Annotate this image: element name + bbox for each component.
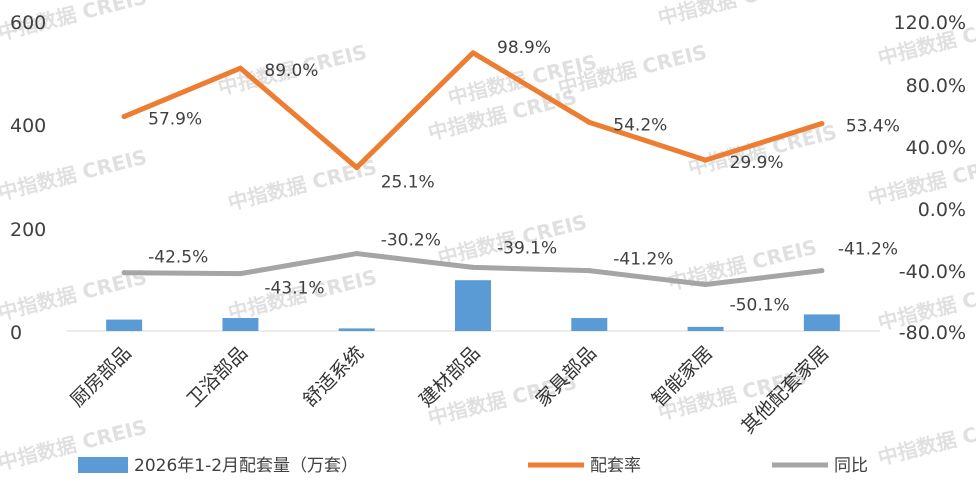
left-axis: 600 400 200 0 <box>10 12 46 344</box>
bar <box>106 319 143 331</box>
yoy-data-label: -42.5% <box>148 248 208 268</box>
right-axis: 120.0% 80.0% 40.0% 0.0% -40.0% -80.0% <box>894 12 966 344</box>
rate-point <box>586 119 592 125</box>
rate-data-label: 57.9% <box>148 110 202 130</box>
yoy-point <box>819 268 825 274</box>
right-tick-label: -40.0% <box>899 261 966 283</box>
yoy-data-label: -41.2% <box>613 250 673 270</box>
yoy-data-label: -39.1% <box>497 238 557 258</box>
bar-series <box>106 280 840 331</box>
yoy-data-label: -50.1% <box>730 296 790 316</box>
legend-label-bar: 2026年1-2月配套量（万套） <box>134 456 358 476</box>
yoy-point <box>121 270 127 276</box>
watermark-text: 中指数据 CREIS <box>225 155 379 215</box>
bar <box>687 326 724 331</box>
yoy-point <box>354 251 360 257</box>
right-tick-label: 0.0% <box>918 199 966 221</box>
rate-point <box>354 165 360 171</box>
yoy-point <box>237 271 243 277</box>
data-labels: 57.9% 89.0% 25.1% 98.9% 54.2% 29.9% 53.4% -42.5… <box>148 38 900 316</box>
line-series <box>121 50 825 288</box>
right-tick-label: 120.0% <box>894 12 966 34</box>
watermark-layer: 中指数据 CREIS 中指数据 CREIS 中指数据 CREIS 中指数据 CREIS… <box>0 0 976 475</box>
rate-point <box>819 121 825 127</box>
legend-swatch-bar <box>78 457 128 473</box>
bar <box>222 318 259 331</box>
bar <box>571 318 608 331</box>
rate-point <box>703 157 709 163</box>
right-tick-label: -80.0% <box>899 322 966 344</box>
yoy-point <box>703 282 709 288</box>
yoy-point <box>470 264 476 270</box>
yoy-point <box>586 268 592 274</box>
rate-data-label: 53.4% <box>846 117 900 137</box>
right-tick-label: 80.0% <box>906 75 966 97</box>
left-tick-label: 400 <box>10 115 46 137</box>
left-tick-label: 600 <box>10 12 46 34</box>
watermark-text: 中指数据 CREIS <box>655 0 809 30</box>
yoy-data-label: -43.1% <box>264 279 324 299</box>
watermark-text: 中指数据 CREIS <box>665 235 819 295</box>
rate-point <box>121 114 127 120</box>
bar <box>455 280 491 331</box>
left-tick-label: 200 <box>10 219 46 241</box>
rate-data-label: 54.2% <box>613 115 667 135</box>
rate-data-label: 89.0% <box>264 61 318 81</box>
yoy-data-label: -41.2% <box>838 240 898 260</box>
rate-data-label: 25.1% <box>381 173 435 193</box>
rate-point <box>237 65 243 71</box>
category-label: 卫浴部品 <box>183 342 252 411</box>
right-tick-label: 40.0% <box>906 137 966 159</box>
yoy-data-label: -30.2% <box>381 231 441 251</box>
rate-point <box>470 50 476 56</box>
legend: 2026年1-2月配套量（万套） 配套率 同比 <box>78 456 868 476</box>
rate-data-label: 29.9% <box>730 153 784 173</box>
legend-label-rate: 配套率 <box>590 456 641 476</box>
bar <box>338 328 375 331</box>
rate-data-label: 98.9% <box>497 38 551 58</box>
watermark-text: 中指数据 CREIS <box>875 410 976 470</box>
category-label: 舒适系统 <box>299 342 368 411</box>
left-tick-label: 0 <box>10 322 22 344</box>
watermark-text: 中指数据 CREIS <box>0 145 149 205</box>
category-label: 厨房部品 <box>66 342 135 411</box>
legend-label-yoy: 同比 <box>834 456 868 476</box>
bar <box>803 314 840 331</box>
